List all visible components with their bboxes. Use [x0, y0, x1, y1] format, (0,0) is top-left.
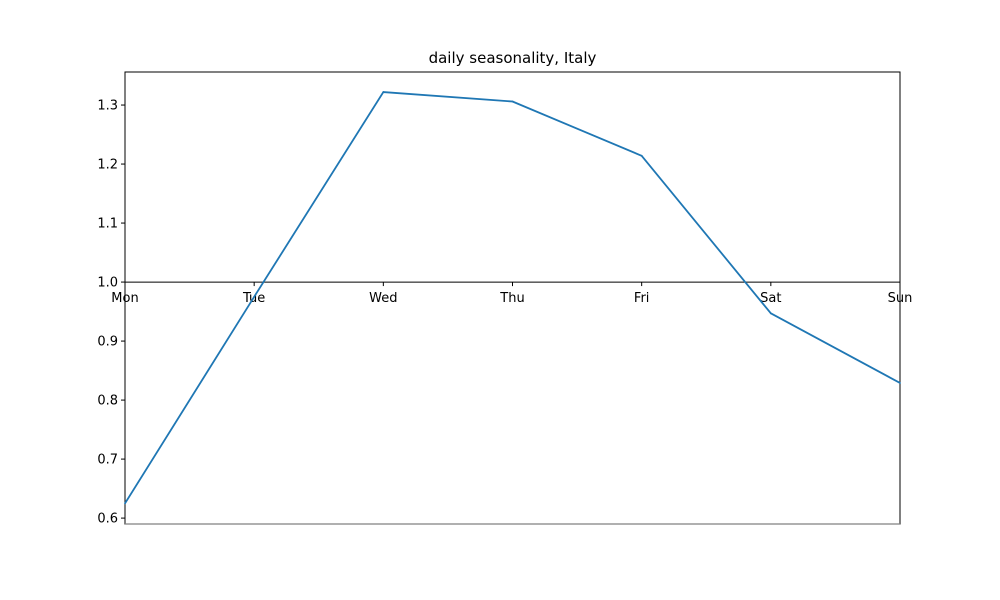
data-point	[769, 312, 772, 315]
data-point	[640, 154, 643, 157]
data-point	[511, 100, 514, 103]
chart-title: daily seasonality, Italy	[429, 49, 597, 67]
y-tick-label: 1.0	[97, 276, 118, 291]
data-point	[899, 382, 901, 384]
y-tick-label: 0.6	[97, 512, 118, 527]
data-point	[253, 295, 256, 298]
x-tick-label: Sun	[888, 291, 913, 306]
data-point	[382, 91, 385, 93]
y-tick-label: 1.3	[97, 99, 118, 114]
x-tick-label: Mon	[111, 291, 138, 306]
y-tick-label: 1.1	[97, 217, 118, 232]
series-group	[124, 91, 901, 505]
x-tick-label: Fri	[634, 291, 650, 306]
x-axis: Mon Tue Wed Thu Fri Sat Sun	[111, 281, 913, 306]
y-tick-label: 0.9	[97, 335, 118, 350]
x-tick-label: Sat	[760, 291, 781, 306]
y-axis: 0.6 0.7 0.8 0.9 1.0 1.1 1.2 1.3	[97, 99, 125, 527]
x-tick-label: Thu	[499, 291, 524, 306]
data-point	[124, 502, 126, 505]
y-tick-label: 1.2	[97, 158, 118, 173]
y-tick-label: 0.7	[97, 453, 118, 468]
y-tick-label: 0.8	[97, 394, 118, 409]
x-tick-label: Wed	[369, 291, 397, 306]
